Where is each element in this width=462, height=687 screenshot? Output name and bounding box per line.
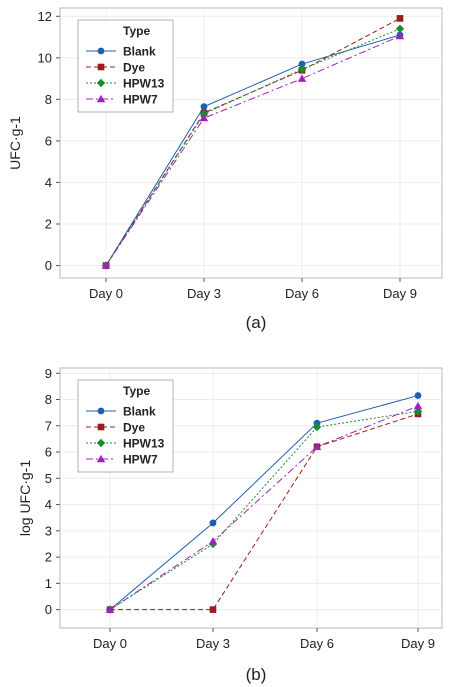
chart-b-series-line-dye — [110, 413, 419, 611]
chart-a-ytick-label: 0 — [45, 258, 52, 273]
chart-b-ytick-label: 2 — [45, 550, 52, 565]
chart-a-point-hpw7 — [199, 113, 209, 122]
chart-a-legend-marker-hpw13 — [96, 78, 106, 88]
chart-a-legend-label-hpw13: HPW13 — [123, 77, 165, 91]
chart-b-ytick-label: 0 — [45, 602, 52, 617]
chart-a-legend-label-hpw7: HPW7 — [123, 93, 158, 107]
chart-b-ytick-label: 6 — [45, 445, 52, 460]
chart-b-point-hpw13 — [312, 422, 322, 432]
chart-a-legend-label-dye: Dye — [123, 61, 145, 75]
chart-a-series-line-hpw13 — [105, 28, 401, 266]
chart-a-ytick-label: 6 — [45, 133, 52, 148]
chart-a-ytick-label: 8 — [45, 92, 52, 107]
chart-a-point-hpw13 — [297, 65, 307, 74]
chart-b-point-blank — [414, 392, 422, 399]
chart-a-ytick-label: 2 — [45, 217, 52, 232]
chart-b: 0 1 2 3 4 5 6 7 8 9 Day 0 Day 3 Day 6 Day 9 log UFC·g-… — [17, 366, 443, 684]
chart-a-legend-marker-hpw7 — [96, 94, 106, 103]
chart-a-series-line-dye — [105, 17, 401, 266]
chart-b-point-hpw7 — [312, 442, 322, 450]
chart-b-ytick-label: 9 — [45, 366, 52, 381]
chart-b-legend-title: Type — [123, 384, 150, 398]
chart-b-legend-marker-blank — [97, 407, 105, 415]
chart-a-point-blank — [200, 103, 208, 111]
chart-b-ytick-label: 5 — [45, 471, 52, 486]
chart-b-legend-label-dye: Dye — [123, 421, 145, 435]
chart-b-legend-label-hpw7: HPW7 — [123, 453, 158, 467]
chart-b-legend-box — [77, 379, 174, 473]
chart-a-ylabel: UFC·g-1 — [7, 116, 23, 170]
chart-a-xtick-label: Day 9 — [383, 286, 417, 301]
chart-a-point-blank — [298, 60, 306, 68]
chart-a-xtick-label: Day 3 — [187, 286, 221, 301]
chart-a-xtick-label: Day 0 — [89, 286, 123, 301]
chart-b-point-blank — [209, 519, 217, 527]
chart-a-legend: Type Blank Dye HPW13 HPW7 — [77, 19, 174, 113]
chart-b-ytick-label: 4 — [45, 497, 52, 512]
chart-a-legend-title: Type — [123, 24, 150, 38]
chart-b-xtick-label: Day 6 — [300, 636, 334, 651]
chart-a-legend-box — [77, 19, 174, 113]
chart-a-point-hpw7 — [101, 261, 111, 269]
chart-b-xtick-label: Day 3 — [196, 636, 230, 651]
chart-a-legend-label-blank: Blank — [123, 45, 156, 59]
chart-b-ylabel: log UFC·g-1 — [17, 460, 33, 536]
chart-a-legend-marker-dye — [97, 63, 105, 71]
chart-a-point-hpw13 — [395, 24, 405, 33]
chart-a-ytick-label: 4 — [45, 175, 52, 190]
chart-a-caption: (a) — [246, 313, 267, 332]
chart-b-series-hpw7 — [105, 401, 423, 613]
chart-b-point-dye — [209, 606, 217, 613]
chart-b-ytick-label: 3 — [45, 523, 52, 538]
chart-b-point-hpw7 — [105, 605, 115, 613]
chart-b-ytick-label: 7 — [45, 418, 52, 433]
chart-b-xtick-label: Day 0 — [93, 636, 127, 651]
chart-a-ytick-label: 10 — [38, 50, 52, 65]
chart-b-series-line-blank — [109, 395, 419, 610]
chart-a: 0 2 4 6 8 10 12 Day 0 Day 3 Day 6 Day 9 UFC·g-1 Type… — [7, 7, 443, 332]
chart-a-point-dye — [396, 15, 404, 22]
chart-b-legend-marker-dye — [97, 423, 105, 431]
chart-a-ytick-label: 12 — [38, 9, 52, 24]
chart-a-series-hpw7 — [101, 31, 405, 269]
chart-a-legend-marker-blank — [97, 47, 105, 55]
chart-a-point-hpw7 — [395, 31, 405, 40]
chart-a-series-line-hpw7 — [105, 35, 401, 266]
chart-b-xtick-label: Day 9 — [401, 636, 435, 651]
chart-a-xtick-label: Day 6 — [285, 286, 319, 301]
chart-a-point-hpw7 — [297, 74, 307, 82]
chart-b-caption: (b) — [246, 665, 267, 684]
chart-b-legend-label-hpw13: HPW13 — [123, 437, 165, 451]
chart-b-legend: Type Blank Dye HPW13 HPW7 — [77, 379, 174, 473]
chart-b-legend-marker-hpw7 — [96, 454, 106, 463]
chart-b-ytick-label: 1 — [45, 576, 52, 591]
chart-b-series-line-hpw7 — [109, 405, 419, 611]
chart-b-point-hpw7 — [413, 401, 423, 410]
chart-b-series-line-hpw13 — [109, 410, 419, 611]
chart-b-ytick-label: 8 — [45, 392, 52, 407]
chart-b-legend-marker-hpw13 — [96, 438, 106, 448]
chart-b-legend-label-blank: Blank — [123, 405, 156, 419]
chart-b-point-hpw7 — [208, 537, 218, 545]
